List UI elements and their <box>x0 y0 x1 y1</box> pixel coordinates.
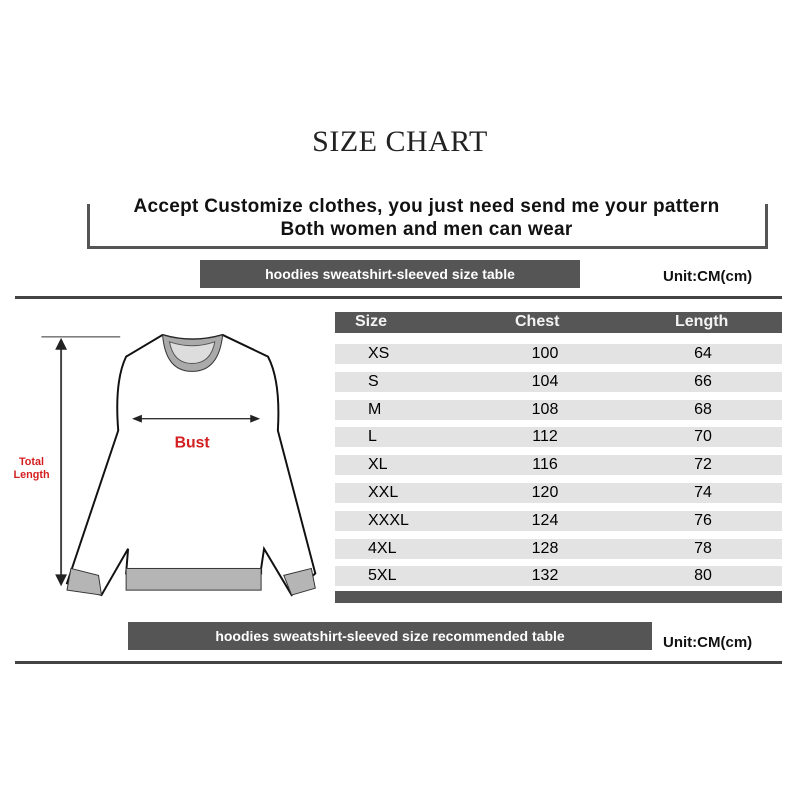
table-row: XS 100 64 <box>335 344 782 364</box>
total-label-2: Length <box>13 469 49 481</box>
chest-cell: 100 <box>531 345 559 362</box>
arrowhead-right-icon <box>250 414 261 423</box>
right-cuff <box>283 567 316 596</box>
page-title: SIZE CHART <box>312 125 488 158</box>
length-cell: 70 <box>694 428 712 446</box>
length-cell: 76 <box>694 511 712 529</box>
size-cell: XXL <box>368 484 399 501</box>
chest-cell: 128 <box>531 539 559 557</box>
waistband <box>125 567 262 591</box>
bust-label: Bust <box>175 434 211 451</box>
chest-cell: 132 <box>531 567 559 585</box>
size-cell: S <box>368 372 379 390</box>
unit-label: Unit:CM(cm) <box>663 268 753 285</box>
total-label-1: Total <box>19 456 44 468</box>
table-row: L 112 70 <box>335 427 782 448</box>
table-row: XL 116 72 <box>335 455 782 476</box>
arrowhead-down-icon <box>55 574 67 587</box>
table-row: S 104 66 <box>335 371 782 392</box>
left-cuff <box>66 567 103 596</box>
length-cell: 72 <box>694 456 712 474</box>
header-size: Size <box>355 313 388 330</box>
length-cell: 78 <box>694 539 712 557</box>
length-cell: 74 <box>694 484 712 501</box>
chest-cell: 124 <box>531 511 559 529</box>
table-row: XXXL 124 76 <box>335 510 782 531</box>
table-row: 4XL 128 78 <box>335 538 782 559</box>
size-cell: XXXL <box>368 511 409 529</box>
divider <box>15 296 782 299</box>
banner-bracket-right <box>765 204 768 248</box>
length-cell: 64 <box>694 345 712 362</box>
table-caption: hoodies sweatshirt-sleeved size table <box>200 260 580 288</box>
size-cell: 4XL <box>368 539 397 557</box>
banner-line-2: Both women and men can wear <box>280 219 573 240</box>
table-row: 5XL 132 80 <box>335 566 782 587</box>
banner-line-1: Accept Customize clothes, you just need … <box>133 196 720 217</box>
recommended-caption: hoodies sweatshirt-sleeved size recommen… <box>128 622 652 650</box>
chest-cell: 112 <box>532 428 558 446</box>
size-cell: L <box>368 428 377 446</box>
table-row: XXL 120 74 <box>335 483 782 503</box>
sweatshirt-diagram: Bust Total Length <box>13 333 317 597</box>
header-length: Length <box>675 313 729 330</box>
table-footer-bar <box>335 591 782 603</box>
table-row: M 108 68 <box>335 399 782 420</box>
size-cell: XS <box>368 345 390 362</box>
chest-cell: 120 <box>531 484 559 501</box>
banner-bracket-left <box>87 204 90 248</box>
size-cell: M <box>368 400 382 418</box>
chest-cell: 108 <box>531 400 559 418</box>
arrowhead-up-icon <box>55 337 67 350</box>
arrowhead-left-icon <box>132 414 142 423</box>
divider-bottom <box>15 661 782 664</box>
length-cell: 80 <box>694 567 712 585</box>
size-cell: 5XL <box>368 567 397 585</box>
unit-label-2: Unit:CM(cm) <box>663 634 753 651</box>
chest-cell: 116 <box>532 456 558 474</box>
size-cell: XL <box>368 456 388 474</box>
length-cell: 68 <box>694 400 712 418</box>
header-chest: Chest <box>515 313 560 330</box>
sweatshirt-outline <box>65 333 317 597</box>
table-header: Size Chest Length <box>335 312 782 333</box>
banner-bracket-bottom <box>87 246 768 249</box>
collar-inner <box>168 341 216 365</box>
length-cell: 66 <box>694 372 712 390</box>
chest-cell: 104 <box>531 372 559 390</box>
